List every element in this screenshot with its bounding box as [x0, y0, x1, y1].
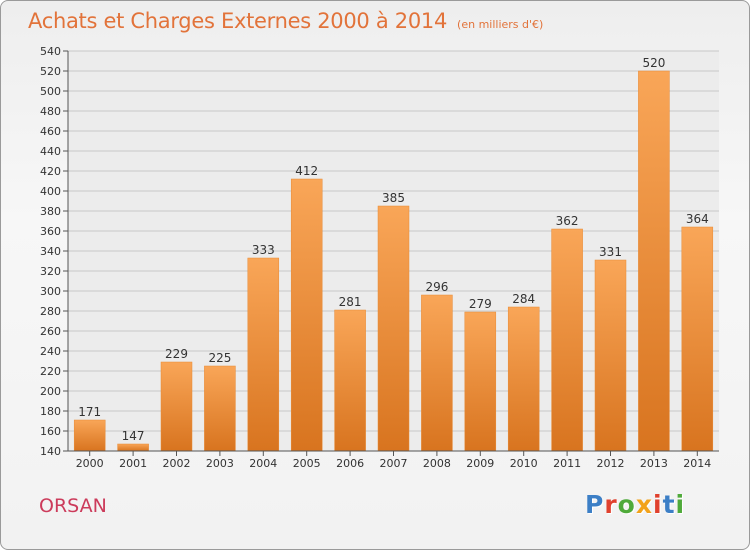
- x-tick-label: 2009: [466, 457, 494, 470]
- value-label: 147: [122, 429, 145, 443]
- x-tick-label: 2006: [336, 457, 364, 470]
- bar-2011[interactable]: [551, 228, 583, 452]
- y-tick-label: 500: [40, 85, 61, 98]
- bar-2012[interactable]: [594, 259, 627, 452]
- y-tick-label: 160: [40, 425, 61, 438]
- proxiti-logo[interactable]: Proxiti: [585, 490, 685, 519]
- bar-2003[interactable]: [204, 365, 236, 452]
- y-tick-label: 260: [40, 325, 61, 338]
- y-tick-label: 440: [40, 145, 61, 158]
- value-label: 296: [425, 280, 448, 294]
- value-label: 520: [642, 56, 665, 70]
- y-tick-label: 520: [40, 65, 61, 78]
- y-tick-label: 320: [40, 265, 61, 278]
- bar-2009[interactable]: [464, 311, 497, 452]
- y-tick-label: 540: [40, 45, 61, 58]
- value-label: 225: [208, 351, 231, 365]
- y-tick-label: 240: [40, 345, 61, 358]
- bar-2004[interactable]: [247, 257, 280, 452]
- value-label: 362: [556, 214, 579, 228]
- x-tick-label: 2001: [119, 457, 147, 470]
- y-tick-label: 480: [40, 105, 61, 118]
- x-tick-label: 2011: [553, 457, 581, 470]
- x-tick-label: 2003: [206, 457, 234, 470]
- value-label: 364: [686, 212, 709, 226]
- logo-letter: i: [675, 490, 686, 519]
- x-tick-label: 2013: [640, 457, 668, 470]
- y-tick-label: 280: [40, 305, 61, 318]
- y-tick-label: 460: [40, 125, 61, 138]
- y-tick-label: 360: [40, 225, 61, 238]
- y-axis: 140 160 180 200 220 240 260 280 300 320 340 360 380 4…: [40, 45, 69, 458]
- y-tick-label: 220: [40, 365, 61, 378]
- value-label: 281: [339, 295, 362, 309]
- y-tick-label: 200: [40, 385, 61, 398]
- value-label: 331: [599, 245, 622, 259]
- value-label: 279: [469, 297, 492, 311]
- logo-letter: P: [585, 490, 605, 519]
- bars: 171 147 229 225 333 412 281 385 296 279 284 362 331 5…: [73, 56, 714, 452]
- value-label: 171: [78, 405, 101, 419]
- x-tick-label: 2008: [423, 457, 451, 470]
- x-tick-label: 2005: [293, 457, 321, 470]
- x-tick-label: 2012: [597, 457, 625, 470]
- value-label: 385: [382, 191, 405, 205]
- logo-letter: i: [653, 490, 663, 519]
- value-label: 333: [252, 243, 275, 257]
- bar-2005[interactable]: [290, 178, 323, 452]
- chart-subtitle: (en milliers d'€): [457, 18, 544, 31]
- bar-2001[interactable]: [117, 443, 149, 452]
- bar-2007[interactable]: [377, 205, 410, 452]
- logo-letter: r: [604, 490, 618, 519]
- y-tick-label: 300: [40, 285, 61, 298]
- bar-2006[interactable]: [334, 309, 366, 452]
- x-tick-label: 2002: [163, 457, 191, 470]
- value-label: 229: [165, 347, 188, 361]
- x-axis: 2000 2001 2002 2003 2004 2005 2006 2007 2008 2009…: [68, 450, 719, 470]
- bar-2008[interactable]: [421, 294, 453, 452]
- logo-letter: o: [617, 490, 636, 519]
- bar-2014[interactable]: [681, 226, 714, 452]
- logo-letter: t: [662, 490, 676, 519]
- y-tick-label: 140: [40, 445, 61, 458]
- y-tick-label: 340: [40, 245, 61, 258]
- x-tick-label: 2000: [76, 457, 104, 470]
- x-tick-label: 2014: [683, 457, 711, 470]
- y-tick-label: 400: [40, 185, 61, 198]
- chart-title: Achats et Charges Externes 2000 à 2014 (e…: [28, 9, 543, 33]
- value-label: 412: [295, 164, 318, 178]
- y-tick-label: 380: [40, 205, 61, 218]
- logo-letter: x: [635, 490, 653, 519]
- value-label: 284: [512, 292, 535, 306]
- y-tick-label: 180: [40, 405, 61, 418]
- place-name: ORSAN: [39, 495, 107, 517]
- bar-2002[interactable]: [160, 361, 193, 452]
- bar-2010[interactable]: [507, 306, 540, 452]
- bar-2013[interactable]: [638, 70, 670, 452]
- x-tick-label: 2010: [510, 457, 538, 470]
- x-tick-label: 2004: [249, 457, 277, 470]
- x-tick-label: 2007: [380, 457, 408, 470]
- chart-title-text: Achats et Charges Externes 2000 à 2014: [28, 9, 448, 33]
- bar-2000[interactable]: [73, 419, 106, 452]
- y-tick-label: 420: [40, 165, 61, 178]
